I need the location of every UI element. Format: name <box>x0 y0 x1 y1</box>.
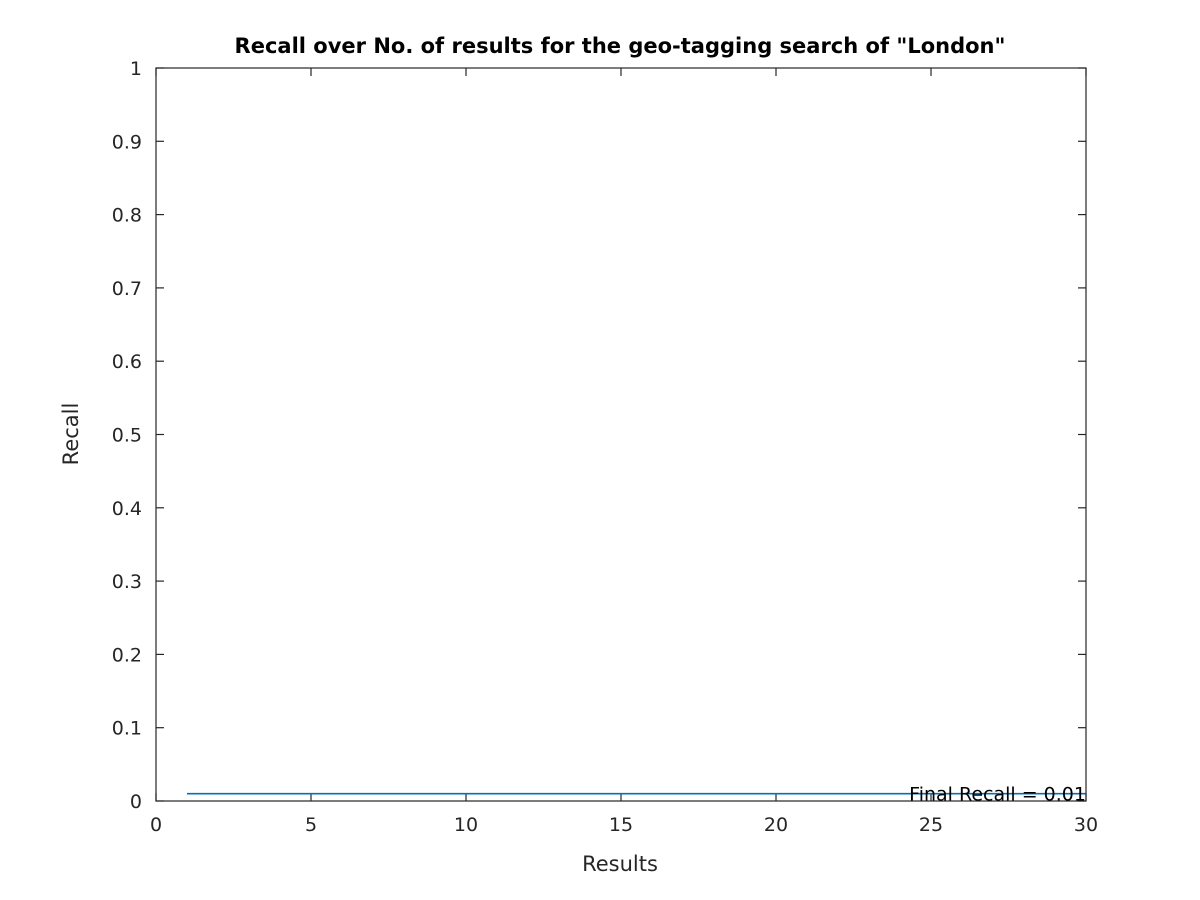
y-axis-label: Recall <box>59 403 83 466</box>
y-tick-label: 0.7 <box>112 278 142 300</box>
plot-frame <box>155 67 1087 802</box>
y-tick-label: 0.1 <box>112 718 142 740</box>
y-tick-label: 0.4 <box>112 498 142 520</box>
x-tick-label: 20 <box>764 814 788 836</box>
x-tick-label: 0 <box>150 814 162 836</box>
y-tick-label: 0.5 <box>112 425 142 447</box>
x-tick-label: 30 <box>1074 814 1098 836</box>
x-axis-label: Results <box>582 852 658 876</box>
x-tick-label: 25 <box>919 814 943 836</box>
final-recall-annotation: Final Recall = 0.01 <box>909 784 1086 806</box>
axis-ticks: 0 5 10 15 20 25 30 0 0.1 0.2 0.3 0.4 0.5 0.6 0.7 0.8 0.9… <box>112 58 1098 836</box>
x-tick-label: 5 <box>305 814 317 836</box>
y-tick-label: 0.8 <box>112 205 142 227</box>
y-tick-label: 0.2 <box>112 644 142 666</box>
y-tick-label: 0.9 <box>112 131 142 153</box>
x-tick-label: 10 <box>454 814 478 836</box>
x-tick-label: 15 <box>609 814 633 836</box>
y-tick-label: 0.3 <box>112 571 142 593</box>
y-tick-label: 0 <box>130 791 142 813</box>
y-tick-label: 0.6 <box>112 351 142 373</box>
y-tick-label: 1 <box>130 58 142 80</box>
plot-area <box>156 68 1086 801</box>
chart-title: Recall over No. of results for the geo-t… <box>235 34 1006 58</box>
